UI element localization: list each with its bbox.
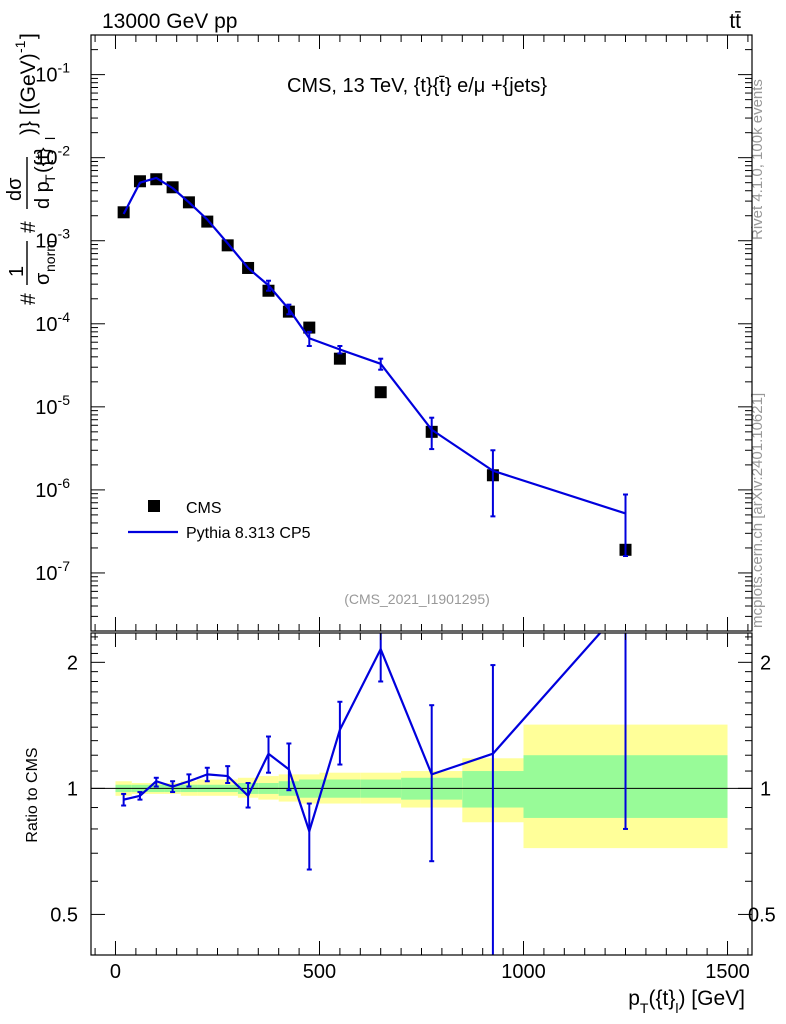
ratio-y-axis-label: Ratio to CMS: [24, 747, 41, 842]
cms-point-1: [133, 175, 146, 188]
cms-point-11: [333, 352, 346, 365]
y-tick-label-1e-7: 10-7: [35, 558, 70, 585]
rivet-label: Rivet 4.1.0, 100k events: [749, 79, 766, 240]
ratio-y-tick-0.5-right: 0.5: [748, 904, 776, 926]
analysis-id: (CMS_2021_I1901295): [344, 591, 490, 607]
y-label-one: 1: [6, 266, 28, 277]
ratio-y-tick-2-right: 2: [760, 652, 771, 674]
source-label: mcplots.cern.ch [arXiv:2401.10621]: [749, 393, 766, 628]
y-label-sigma: σ: [32, 272, 54, 285]
x-tick-label-1500: 1500: [705, 961, 750, 983]
y-label-hash-1: #: [17, 293, 40, 305]
ratio-axis-ticks: [91, 633, 752, 956]
cms-point-10: [303, 321, 316, 334]
ratio-y-tick-1-left: 1: [67, 778, 78, 800]
ratio-y-tick-2-left: 2: [67, 652, 78, 674]
x-tick-label-0: 0: [110, 961, 121, 983]
y-label-unit-end: ]: [17, 33, 40, 39]
x-axis-label: pT({t}l) [GeV]: [628, 987, 745, 1016]
channel-label: tt̄: [729, 10, 741, 33]
legend: CMS Pythia 8.313 CP5: [128, 500, 311, 542]
main-axis-ticks: [91, 35, 752, 632]
process-label: 13000 GeV pp: [102, 10, 237, 33]
legend-cms-label: CMS: [186, 500, 222, 517]
y-label-inner: ({t}: [32, 147, 54, 173]
ratio-uncertainty-bands: [115, 724, 728, 849]
ratio-y-tick-1-right: 1: [760, 778, 771, 800]
ratio-y-tick-0.5-left: 0.5: [50, 904, 78, 926]
legend-pythia-label: Pythia 8.313 CP5: [186, 525, 311, 542]
y-label-dpt: d p: [32, 181, 54, 209]
y-label-unit-sup: -1: [12, 40, 28, 53]
y-label-norm: norm: [42, 240, 58, 272]
y-tick-label-1e-5: 10-5: [35, 392, 70, 419]
legend-cms-marker: [148, 500, 160, 512]
cms-point-12: [374, 386, 387, 399]
y-label-l-sub: l: [42, 137, 58, 140]
y-label-pt-sub: T: [42, 174, 58, 183]
x-tick-label-500: 500: [303, 961, 336, 983]
y-tick-label-1e-6: 10-6: [35, 475, 70, 502]
y-tick-label-1e-4: 10-4: [35, 309, 70, 336]
main-y-axis-label: # 1 σ norm # dσ d p T ({t} l )} [(GeV) -…: [4, 33, 58, 305]
main-plot-area: [117, 173, 632, 557]
ratio-plot-area: [121, 633, 629, 955]
ratio-line: [123, 633, 602, 833]
ratio-panel: 2 1 0.5 2 1 0.5 Ratio to CMS 0 500 1000 …: [24, 632, 776, 1016]
main-panel: CMS, 13 TeV, {t}{t̄} e/μ +{jets} (CMS_20…: [4, 33, 753, 632]
y-label-unit: )} [(GeV): [17, 53, 40, 135]
main-y-tick-labels: 10-1 10-2 10-3 10-4 10-5 10-6 10-7: [35, 60, 70, 585]
chart-title: CMS, 13 TeV, {t}{t̄} e/μ +{jets}: [287, 75, 547, 97]
y-tick-label-1e-2: 10-2: [35, 143, 70, 170]
pythia-line: [122, 176, 626, 515]
y-tick-label-1e-1: 10-1: [35, 60, 70, 87]
y-tick-label-1e-3: 10-3: [35, 226, 70, 253]
y-label-dsigma: dσ: [4, 177, 26, 201]
x-tick-label-1000: 1000: [501, 961, 546, 983]
y-label-hash-2: #: [17, 221, 40, 233]
